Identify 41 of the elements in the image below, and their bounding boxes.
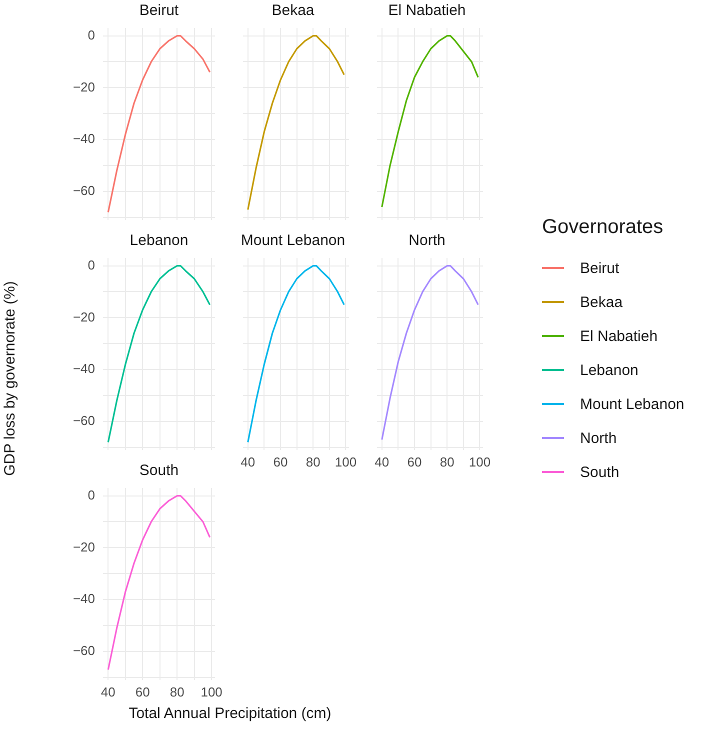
chart-title: North bbox=[408, 232, 446, 249]
x-tick-label: 80 bbox=[170, 684, 184, 700]
y-tick-label: −40 bbox=[72, 361, 95, 376]
x-tick-label: 80 bbox=[306, 454, 320, 470]
legend-label: Mount Lebanon bbox=[580, 396, 684, 412]
x-tick-label: 100 bbox=[468, 454, 491, 470]
x-tick-label: 40 bbox=[240, 454, 256, 470]
legend-label: El Nabatieh bbox=[580, 328, 658, 344]
chart-title: El Nabatieh bbox=[387, 2, 467, 19]
y-axis-title: GDP loss by governorate (%) bbox=[2, 280, 18, 478]
x-tick-label: 60 bbox=[135, 684, 150, 700]
y-tick-label: −60 bbox=[72, 643, 95, 658]
y-tick-label: −40 bbox=[72, 591, 95, 606]
y-tick-label: 0 bbox=[88, 27, 95, 42]
x-tick-label: 60 bbox=[407, 454, 422, 470]
chart-title: Beirut bbox=[138, 2, 180, 19]
x-tick-label: 100 bbox=[200, 684, 222, 700]
x-tick-label: 80 bbox=[440, 454, 454, 470]
legend-label: Lebanon bbox=[580, 362, 638, 378]
legend-label: Beirut bbox=[580, 260, 620, 276]
x-tick-label: 60 bbox=[273, 454, 288, 470]
chart-title: Bekaa bbox=[270, 2, 316, 19]
legend-label: South bbox=[580, 464, 620, 480]
legend-title: Governorates bbox=[542, 216, 664, 239]
y-tick-label: −20 bbox=[72, 309, 95, 324]
chart-title: Mount Lebanon bbox=[240, 232, 346, 249]
y-tick-label: −20 bbox=[72, 539, 95, 554]
y-tick-label: 0 bbox=[88, 487, 95, 502]
x-axis-title: Total Annual Precipitation (cm) bbox=[128, 705, 332, 722]
y-tick-label: −40 bbox=[72, 131, 95, 146]
legend-label: Bekaa bbox=[580, 294, 623, 310]
y-tick-label: −20 bbox=[72, 79, 95, 94]
x-tick-label: 100 bbox=[334, 454, 357, 470]
x-tick-label: 40 bbox=[374, 454, 390, 470]
legend-label: North bbox=[580, 430, 617, 446]
y-tick-label: −60 bbox=[72, 183, 95, 198]
chart-title: Lebanon bbox=[128, 232, 190, 249]
chart-title: South bbox=[138, 462, 180, 479]
y-tick-label: 0 bbox=[88, 257, 95, 272]
x-tick-label: 40 bbox=[100, 684, 116, 700]
y-tick-label: −60 bbox=[72, 413, 95, 428]
